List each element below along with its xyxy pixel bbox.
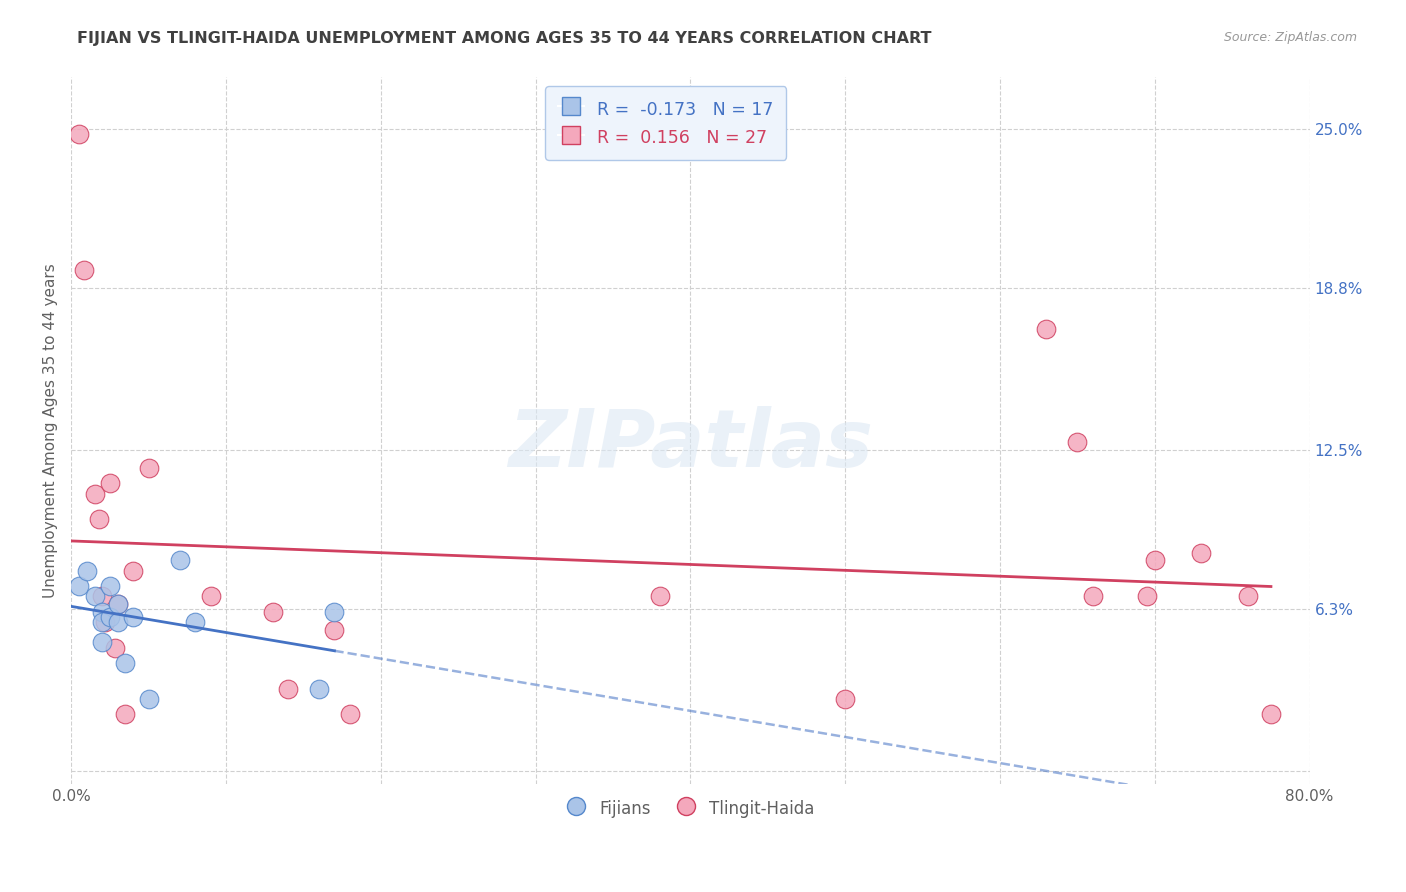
Point — [122, 609, 145, 624]
Point — [98, 579, 121, 593]
Point — [339, 707, 361, 722]
Point — [184, 615, 207, 629]
Point — [91, 615, 114, 629]
Point — [114, 707, 136, 722]
Point — [169, 553, 191, 567]
Point — [138, 692, 160, 706]
Point — [1143, 553, 1166, 567]
Point — [122, 564, 145, 578]
Point — [277, 681, 299, 696]
Point — [67, 127, 90, 141]
Y-axis label: Unemployment Among Ages 35 to 44 years: Unemployment Among Ages 35 to 44 years — [44, 263, 58, 598]
Point — [91, 605, 114, 619]
Point — [107, 615, 129, 629]
Point — [1066, 435, 1088, 450]
Point — [107, 597, 129, 611]
Point — [1189, 545, 1212, 559]
Point — [834, 692, 856, 706]
Point — [104, 640, 127, 655]
Point — [323, 605, 346, 619]
Text: ZIPatlas: ZIPatlas — [508, 406, 873, 483]
Point — [262, 605, 284, 619]
Text: Source: ZipAtlas.com: Source: ZipAtlas.com — [1223, 31, 1357, 45]
Point — [98, 476, 121, 491]
Point — [83, 486, 105, 500]
Point — [308, 681, 330, 696]
Point — [648, 589, 671, 603]
Point — [107, 597, 129, 611]
Point — [73, 263, 96, 277]
Point — [138, 460, 160, 475]
Point — [91, 635, 114, 649]
Point — [1236, 589, 1258, 603]
Point — [83, 589, 105, 603]
Legend: Fijians, Tlingit-Haida: Fijians, Tlingit-Haida — [560, 791, 821, 825]
Point — [323, 623, 346, 637]
Point — [67, 579, 90, 593]
Point — [200, 589, 222, 603]
Point — [76, 564, 98, 578]
Point — [89, 512, 111, 526]
Point — [1136, 589, 1159, 603]
Point — [98, 609, 121, 624]
Point — [91, 589, 114, 603]
Point — [114, 656, 136, 670]
Point — [1081, 589, 1104, 603]
Text: FIJIAN VS TLINGIT-HAIDA UNEMPLOYMENT AMONG AGES 35 TO 44 YEARS CORRELATION CHART: FIJIAN VS TLINGIT-HAIDA UNEMPLOYMENT AMO… — [77, 31, 932, 46]
Point — [94, 615, 117, 629]
Point — [1035, 322, 1057, 336]
Point — [1260, 707, 1282, 722]
